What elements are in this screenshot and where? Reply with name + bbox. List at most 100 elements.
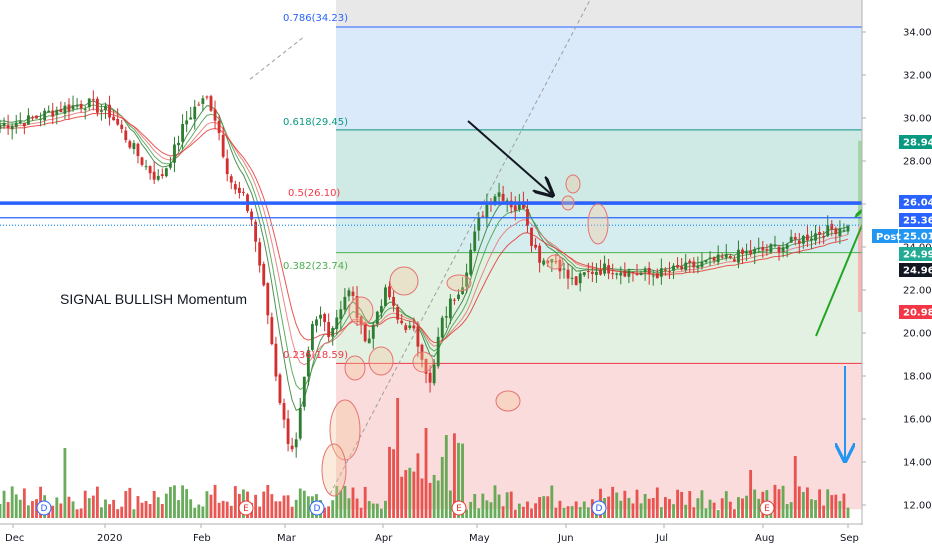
candle-body <box>749 250 753 255</box>
candle-body <box>436 336 440 367</box>
price-badge <box>899 229 932 243</box>
volume-bar <box>696 498 700 518</box>
volume-bar <box>846 507 850 518</box>
candle-body <box>367 338 371 344</box>
volume-bar <box>298 488 302 518</box>
volume-bar <box>797 486 801 518</box>
candle-body <box>416 326 420 347</box>
volume-bar <box>388 446 391 518</box>
dividend-marker[interactable] <box>591 500 607 516</box>
time-tick-label: Jul <box>655 533 668 544</box>
volume-bar <box>692 507 696 518</box>
candle-body <box>209 96 213 111</box>
volume-bar <box>201 506 205 518</box>
earnings-marker[interactable] <box>238 500 254 516</box>
volume-bar <box>359 507 363 518</box>
price-axis[interactable]: 12.0014.0016.0018.0020.0022.0024.0026.00… <box>861 0 932 550</box>
candle-body <box>205 96 209 98</box>
candle-body <box>611 273 615 275</box>
price-badge <box>899 305 932 319</box>
candle-body <box>217 120 221 134</box>
black-arrow <box>467 120 551 194</box>
volume-bar <box>538 497 542 518</box>
candle-body <box>225 158 229 175</box>
candle-body <box>189 117 193 120</box>
candle-body <box>574 276 578 286</box>
candle-body <box>128 141 132 148</box>
price-tick-label: 14.00 <box>903 458 932 469</box>
earnings-marker[interactable] <box>451 500 467 516</box>
volume-bar <box>306 496 310 518</box>
candle-body <box>619 272 623 276</box>
candle-body <box>164 168 168 177</box>
candle-body <box>830 223 834 230</box>
position-profit <box>858 140 862 226</box>
candle-body <box>448 298 452 319</box>
dividend-marker[interactable] <box>309 500 325 516</box>
volume-bar <box>749 470 753 518</box>
moving-average-line <box>0 112 849 344</box>
candle-body <box>826 225 830 237</box>
time-axis[interactable]: Dec 2020 Feb Mar Apr May Jun Jul Aug Sep <box>0 523 862 544</box>
volume-bar <box>254 494 258 518</box>
volume-bar <box>160 504 164 518</box>
post-badge[interactable] <box>872 229 898 243</box>
volume-bar <box>428 482 432 518</box>
candle-body <box>35 115 38 119</box>
volume-bar <box>71 501 75 518</box>
volume-bar <box>631 503 635 518</box>
candle-body <box>87 98 91 108</box>
candle-body <box>375 311 379 324</box>
volume-bar <box>542 496 546 518</box>
candle-body <box>323 313 327 323</box>
highlight-circle <box>565 174 581 194</box>
volume-bar <box>59 503 63 518</box>
green-arrow <box>815 206 870 337</box>
candle-body <box>838 228 842 237</box>
moving-average-line <box>0 100 849 411</box>
volume-bar <box>18 499 22 518</box>
candle-body <box>481 215 485 217</box>
earnings-marker[interactable] <box>759 500 775 516</box>
candle-body <box>428 372 432 383</box>
volume-bar <box>440 456 444 518</box>
volume-bar <box>233 486 237 518</box>
volume-bar <box>668 499 671 518</box>
candle-body <box>590 271 594 274</box>
fibonacci-labels: 0.786(34.23) 0.618(29.45) 0.5(26.10) 0.382(… <box>283 13 348 361</box>
candle-body <box>270 317 274 345</box>
volume-bar <box>716 509 720 518</box>
candle-body <box>497 192 501 197</box>
candle-body <box>392 296 395 306</box>
fib-level-label: 0.618(29.45) <box>283 117 348 128</box>
volume-bar <box>461 443 464 518</box>
volume-bar <box>193 507 197 518</box>
event-marker-letter: D <box>314 504 321 514</box>
candle-body <box>319 314 322 319</box>
volume-bar <box>274 501 278 518</box>
candle-body <box>59 109 63 113</box>
volume-bar <box>834 494 838 518</box>
price-tick-label: 32.00 <box>903 71 932 82</box>
candle-body <box>274 343 278 377</box>
dividend-marker[interactable] <box>36 500 52 516</box>
candle-body <box>63 105 67 114</box>
volume-bar <box>818 489 822 518</box>
volume-bar <box>635 489 639 518</box>
volume-bar <box>720 498 724 518</box>
candle-body <box>457 294 460 300</box>
volume-bar <box>375 503 379 518</box>
volume-bar <box>404 470 408 518</box>
volume-bar <box>217 502 221 518</box>
candle-body <box>51 110 55 117</box>
volume-bar <box>229 505 233 518</box>
volume-bar <box>22 488 26 518</box>
volume-bar <box>562 507 566 518</box>
volume-bar <box>509 491 513 518</box>
candle-body <box>112 116 116 121</box>
volume-bar <box>676 489 680 518</box>
candle-body <box>668 271 671 273</box>
volume-bar <box>534 503 537 518</box>
